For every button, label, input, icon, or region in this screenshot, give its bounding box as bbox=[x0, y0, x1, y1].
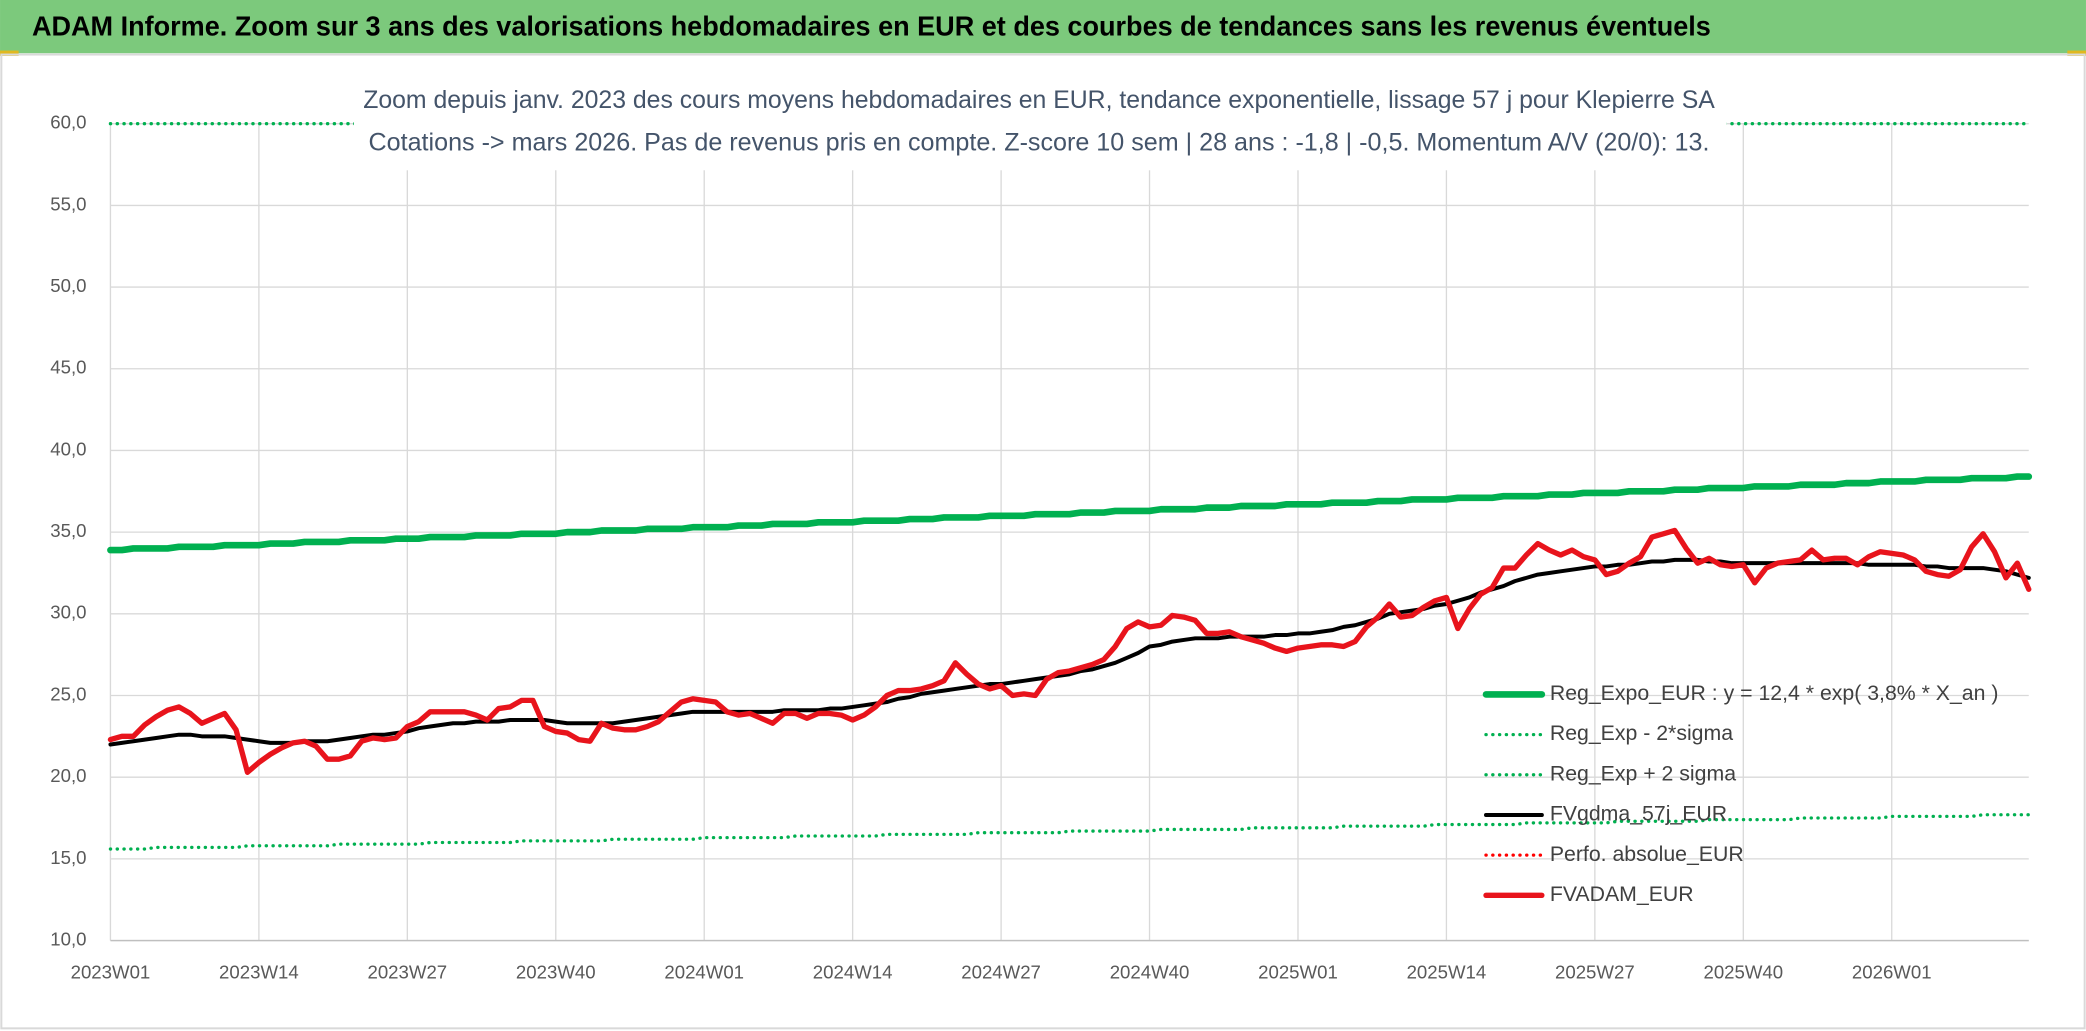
y-tick-label: 10,0 bbox=[50, 928, 86, 949]
title-box bbox=[353, 77, 1727, 171]
header: ADAM Informe. Zoom sur 3 ans des valoris… bbox=[32, 10, 1711, 41]
legend-label: Reg_Exp + 2 sigma bbox=[1550, 761, 1736, 785]
legend-label: Reg_Exp - 2*sigma bbox=[1550, 721, 1733, 745]
y-tick-label: 40,0 bbox=[50, 438, 86, 459]
plot-area: 10,0 15,0 20,0 25,0 30,0 35,0 40,0 45,0 50,0 55,0… bbox=[50, 112, 2033, 983]
header-bar bbox=[0, 0, 2086, 54]
legend-label: Perfo. absolue_EUR bbox=[1550, 842, 1744, 866]
x-tick-label: 2024W14 bbox=[813, 962, 893, 983]
x-tick-label: 2023W14 bbox=[219, 962, 299, 983]
y-tick-label: 60,0 bbox=[50, 112, 86, 133]
x-tick-label: 2025W01 bbox=[1258, 962, 1338, 983]
x-tick-label: 2024W27 bbox=[961, 962, 1041, 983]
series-line bbox=[107, 527, 2032, 775]
corner bbox=[0, 50, 19, 56]
series-line bbox=[108, 813, 2031, 851]
chart-subtitle: Cotations -> mars 2026. Pas de revenus p… bbox=[369, 128, 1710, 156]
series-line bbox=[107, 473, 2033, 554]
x-tick-label: 2023W01 bbox=[71, 962, 151, 983]
y-tick-label: 35,0 bbox=[50, 520, 86, 541]
legend-label: Reg_Expo_EUR : y = 12,4 * exp( 3,8% * X_… bbox=[1550, 681, 1999, 705]
x-tick-label: 2023W27 bbox=[367, 962, 447, 983]
y-tick-label: 25,0 bbox=[50, 683, 86, 704]
chart-title: Zoom depuis janv. 2023 des cours moyens … bbox=[363, 86, 1715, 114]
chart-frame bbox=[0, 53, 2086, 1030]
legend-label: FVgdma_57j_EUR bbox=[1550, 802, 1727, 826]
x-tick-label: 2025W40 bbox=[1703, 962, 1783, 983]
y-tick-label: 30,0 bbox=[50, 602, 86, 623]
y-tick-label: 50,0 bbox=[50, 275, 86, 296]
x-tick-label: 2023W40 bbox=[516, 962, 596, 983]
legend-label: FVADAM_EUR bbox=[1550, 882, 1694, 906]
y-tick-label: 45,0 bbox=[50, 357, 86, 378]
y-tick-label: 15,0 bbox=[50, 847, 86, 868]
x-tick-label: 2024W40 bbox=[1110, 962, 1190, 983]
y-tick-label: 55,0 bbox=[50, 193, 86, 214]
y-tick-label: 20,0 bbox=[50, 765, 86, 786]
x-tick-label: 2026W01 bbox=[1852, 962, 1932, 983]
x-tick-label: 2025W27 bbox=[1555, 962, 1635, 983]
legend: Reg_Expo_EUR : y = 12,4 * exp( 3,8% * X_… bbox=[1482, 681, 1999, 906]
x-tick-label: 2025W14 bbox=[1407, 962, 1487, 983]
corner bbox=[2067, 50, 2086, 56]
x-tick-label: 2024W01 bbox=[664, 962, 744, 983]
series-line bbox=[108, 557, 2031, 747]
